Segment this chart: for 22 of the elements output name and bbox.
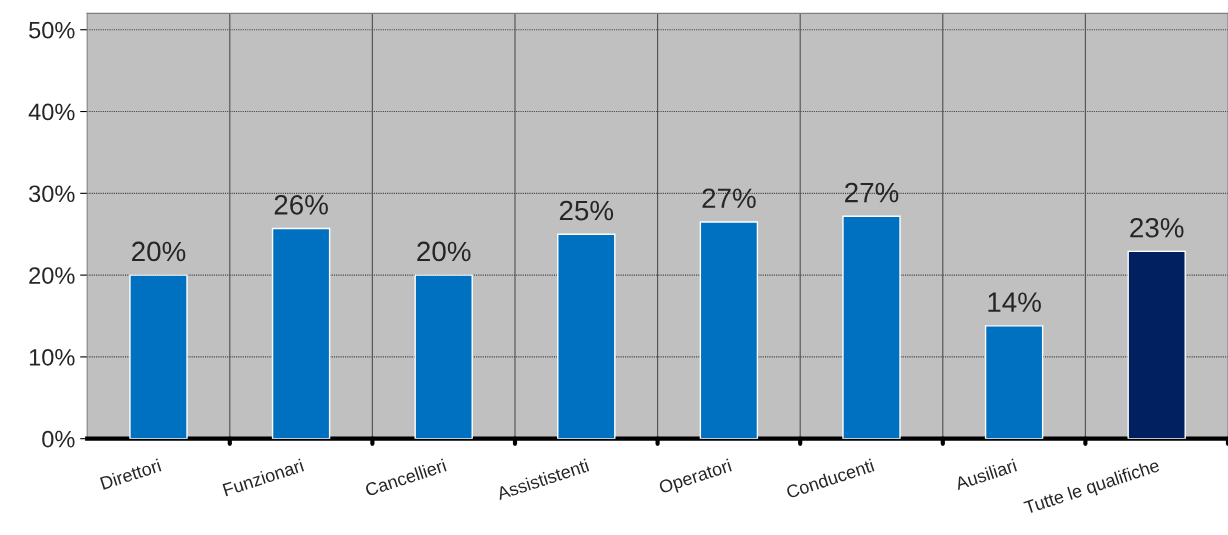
- data-label: 26%: [274, 195, 328, 215]
- y-tick-label: 0%: [42, 430, 75, 448]
- bar: [557, 233, 616, 439]
- y-tick-label: 50%: [29, 21, 75, 39]
- data-label: 27%: [702, 188, 756, 209]
- y-tick-label: 20%: [29, 267, 75, 284]
- bar: [842, 215, 901, 439]
- data-label: 25%: [559, 200, 614, 221]
- bar: [271, 227, 331, 439]
- y-tick-label: 40%: [28, 103, 75, 121]
- bar: [984, 325, 1044, 439]
- bar: [699, 221, 759, 439]
- bar: [414, 274, 473, 439]
- bar: [1127, 250, 1186, 439]
- data-label: 14%: [988, 292, 1041, 312]
- data-label: 20%: [417, 241, 471, 262]
- y-tick-label: 10%: [29, 348, 75, 366]
- data-label: 27%: [845, 182, 899, 203]
- y-tick-label: 30%: [29, 185, 75, 203]
- data-label: 23%: [1130, 217, 1184, 238]
- data-label: 20%: [132, 241, 186, 262]
- bar: [129, 274, 188, 439]
